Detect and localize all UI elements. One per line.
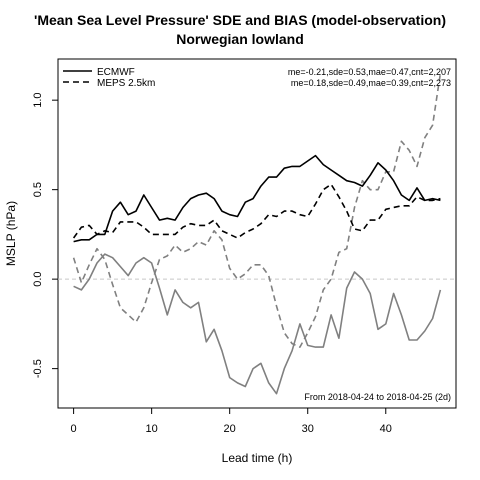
- series-line-ecmwf-bias: [73, 253, 442, 395]
- y-tick-label: 0.5: [32, 182, 44, 197]
- x-tick-label: 40: [380, 423, 392, 435]
- series-line-meps-2-5km-sde: [72, 183, 441, 239]
- series-line-meps-2-5km-bias: [72, 73, 442, 348]
- chart-subtitle: Norwegian lowland: [176, 31, 304, 47]
- plot-frame: [57, 58, 457, 409]
- x-tick-label: 30: [302, 423, 314, 435]
- x-tick-label: 0: [71, 423, 77, 435]
- legend-label-meps: MEPS 2.5km: [97, 78, 155, 89]
- legend-label-ecmwf: ECMWF: [97, 67, 135, 78]
- stats-text-meps: me=0.18,sde=0.49,mae=0.39,cnt=2,273: [291, 78, 451, 88]
- chart-title: 'Mean Sea Level Pressure' SDE and BIAS (…: [33, 12, 446, 28]
- series-line-ecmwf-sde: [73, 154, 441, 243]
- y-tick-label: 1.0: [32, 93, 44, 108]
- footnote: From 2018-04-24 to 2018-04-25 (2d): [304, 392, 451, 402]
- x-tick-label: 10: [146, 423, 158, 435]
- stats-text-ecmwf: me=-0.21,sde=0.53,mae=0.47,cnt=2,207: [288, 67, 451, 77]
- y-tick-label: 0.0: [32, 271, 44, 286]
- y-axis-label: MSLP (hPa): [4, 201, 18, 266]
- x-axis-label: Lead time (h): [222, 451, 293, 465]
- legend: ECMWF MEPS 2.5km: [63, 67, 155, 89]
- x-tick-label: 20: [224, 423, 236, 435]
- y-tick-label: -0.5: [32, 359, 44, 378]
